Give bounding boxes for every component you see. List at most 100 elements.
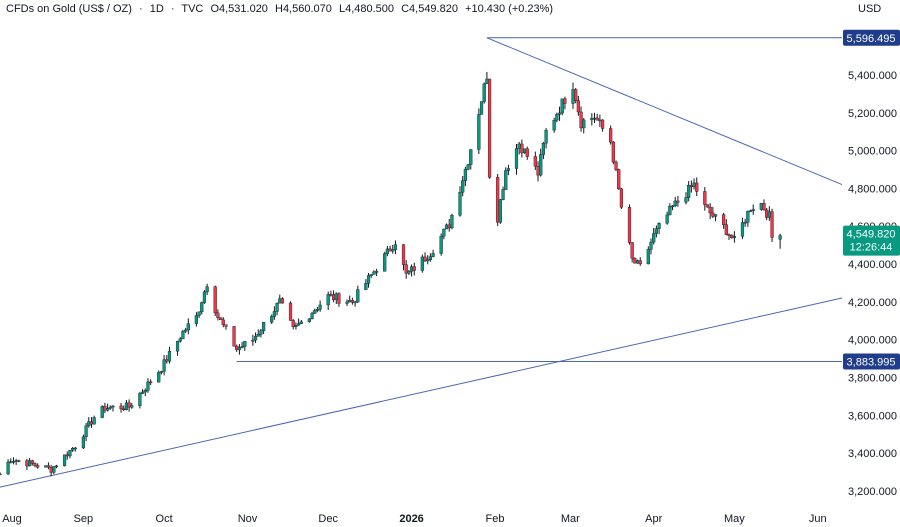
candle xyxy=(259,329,263,338)
level-price-text: 3,883.995 xyxy=(847,357,896,369)
candle-body xyxy=(262,322,266,331)
candle xyxy=(375,268,379,277)
candle xyxy=(461,176,465,197)
trendlines[interactable] xyxy=(0,37,843,488)
candle-body xyxy=(727,234,731,236)
candle xyxy=(762,199,766,211)
candle xyxy=(240,341,244,349)
candle-body xyxy=(501,189,505,200)
candle xyxy=(138,391,142,409)
candle xyxy=(703,187,707,211)
candle-body xyxy=(235,345,239,350)
candle xyxy=(423,252,427,262)
candle-body xyxy=(315,309,320,311)
candle xyxy=(652,227,656,245)
candle xyxy=(130,402,134,409)
horizontal-levels[interactable] xyxy=(236,37,842,363)
candle-body xyxy=(555,114,559,121)
interval-label[interactable]: 1D xyxy=(149,3,164,15)
candle xyxy=(11,457,16,465)
candle-body xyxy=(544,129,548,144)
candle-body xyxy=(646,249,650,265)
candle xyxy=(412,262,416,276)
candle-body xyxy=(157,372,161,383)
candle-body xyxy=(759,203,763,210)
candle-body xyxy=(514,148,519,169)
candle xyxy=(574,88,578,104)
candle xyxy=(181,329,185,340)
candle-body xyxy=(318,304,322,310)
candle xyxy=(713,214,718,222)
candle-body xyxy=(522,148,527,154)
candle-body xyxy=(665,214,669,224)
candle-body xyxy=(146,381,150,391)
candle-body xyxy=(649,241,653,250)
candle-body xyxy=(243,341,247,347)
candle-body xyxy=(619,188,624,208)
candle-body xyxy=(469,149,473,165)
candle xyxy=(262,321,266,335)
candle-body xyxy=(428,256,433,260)
candle xyxy=(635,259,640,264)
candle xyxy=(695,177,699,197)
candlesticks xyxy=(0,71,782,477)
candle-body xyxy=(463,169,467,181)
candle-body xyxy=(11,461,16,463)
candle xyxy=(100,405,104,419)
candle-body xyxy=(106,408,110,411)
candle-body xyxy=(218,317,223,321)
candle-body xyxy=(356,289,360,303)
candle-body xyxy=(108,406,112,409)
candle-body xyxy=(81,436,85,449)
candle xyxy=(369,274,373,278)
candle xyxy=(541,141,545,160)
candle xyxy=(299,319,303,325)
candle-body xyxy=(657,223,661,229)
countdown-text: 12:26:44 xyxy=(850,242,893,254)
candle xyxy=(318,300,322,312)
candle xyxy=(218,317,223,321)
currency-label[interactable]: USD xyxy=(858,3,882,15)
candle-body xyxy=(692,182,696,188)
candle-body xyxy=(313,310,317,314)
candle xyxy=(684,192,688,205)
candle-body xyxy=(590,118,594,121)
candle xyxy=(536,161,540,182)
candle-body xyxy=(442,228,446,237)
candle-body xyxy=(100,406,104,418)
candle xyxy=(705,204,710,208)
candle-body xyxy=(375,271,379,273)
candle xyxy=(270,314,274,324)
last-price-text: 4,549.820 xyxy=(847,229,896,241)
candle xyxy=(232,325,236,347)
candle-body xyxy=(237,347,242,350)
candle xyxy=(746,210,750,227)
candle xyxy=(627,204,632,245)
candle-body xyxy=(487,78,492,178)
candle-body xyxy=(711,212,715,217)
candle xyxy=(687,181,691,202)
candle-body xyxy=(87,421,91,427)
symbol-name[interactable]: CFDs on Gold (US$ / OZ) xyxy=(6,3,132,15)
candle xyxy=(288,301,293,321)
candle xyxy=(235,344,239,352)
candle-body xyxy=(54,465,59,468)
candle xyxy=(205,283,209,296)
candle xyxy=(313,308,317,315)
candle xyxy=(765,207,769,221)
candle xyxy=(743,218,747,227)
candle-body xyxy=(743,221,747,224)
candle-body xyxy=(533,156,537,167)
candle-body xyxy=(426,259,430,262)
source-label: TVC xyxy=(181,3,204,15)
candle xyxy=(36,463,40,469)
candle-body xyxy=(598,119,602,122)
candle xyxy=(44,465,48,468)
candle xyxy=(407,269,411,276)
candle xyxy=(563,96,567,110)
candle-body xyxy=(670,205,675,208)
candle-body xyxy=(767,211,771,218)
candle xyxy=(6,459,10,475)
candle-body xyxy=(498,199,502,223)
